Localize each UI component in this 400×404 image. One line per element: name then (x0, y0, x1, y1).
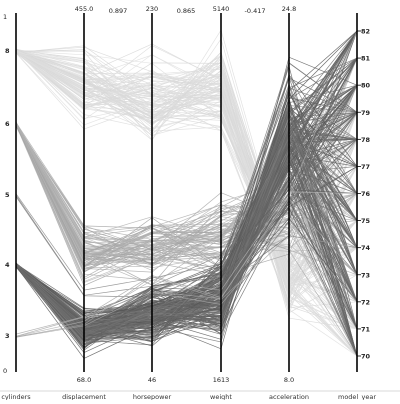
cyl-bottom-label: 0 (3, 367, 7, 375)
data-polyline (15, 112, 358, 248)
data-polyline (15, 50, 358, 287)
data-polyline (15, 49, 358, 330)
data-polyline (15, 125, 358, 276)
model-year-tick-label: 72 (361, 298, 370, 306)
data-polyline (15, 62, 358, 322)
acc-min-label: 8.0 (284, 376, 294, 384)
data-polyline (15, 123, 358, 276)
model-year-tick-label: 78 (361, 136, 371, 144)
data-polyline (15, 49, 358, 357)
model-year-tick-label: 70 (361, 353, 371, 361)
data-polyline (15, 30, 358, 335)
data-polyline (15, 123, 358, 279)
data-polyline (15, 137, 358, 335)
data-polyline (15, 166, 358, 314)
data-polyline (15, 198, 358, 337)
corr-wt-acc-label: -0.417 (245, 7, 266, 15)
model-year-tick-label: 80 (361, 82, 371, 90)
wt-max-label: 5140 (213, 5, 230, 13)
data-polyline (15, 97, 358, 359)
data-polyline (15, 50, 358, 330)
data-polyline (15, 49, 358, 286)
hp-max-label: 230 (146, 5, 158, 13)
data-polyline (15, 122, 358, 302)
data-polyline (15, 235, 358, 338)
cylinder-ticks: 8 6 5 4 3 (5, 47, 10, 340)
data-polyline (15, 124, 358, 273)
data-polyline (15, 51, 358, 296)
data-polyline (15, 52, 358, 286)
data-polyline (15, 125, 358, 264)
disp-min-label: 68.0 (77, 376, 91, 384)
disp-max-label: 455.0 (75, 5, 94, 13)
data-polyline (15, 51, 358, 357)
corr-disp-hp-label: 0.897 (109, 7, 128, 15)
data-polyline (15, 49, 358, 287)
model-year-tick-label: 76 (361, 190, 371, 198)
acc-max-label: 24.8 (282, 5, 296, 13)
axes-layer (15, 13, 358, 372)
data-polyline (15, 84, 358, 325)
data-polyline (15, 143, 358, 357)
model-year-tick-label: 75 (361, 217, 371, 225)
polylines-layer (15, 29, 358, 359)
data-polyline (15, 51, 358, 357)
model-year-tick-label: 77 (361, 163, 370, 171)
model-year-tick-label: 73 (361, 271, 370, 279)
model-year-tick-label: 81 (361, 55, 371, 63)
cylinder-tick-label: 8 (5, 47, 10, 55)
data-polyline (15, 135, 358, 332)
data-polyline (15, 51, 358, 330)
cylinder-tick-label: 5 (5, 191, 10, 199)
data-polyline (15, 51, 358, 298)
axis-name-model-year: model_year (338, 393, 376, 400)
data-polyline (15, 52, 358, 330)
data-polyline (15, 123, 358, 330)
cylinder-tick-label: 6 (5, 120, 10, 128)
data-polyline (15, 50, 358, 250)
data-polyline (15, 57, 358, 347)
axis-name-cylinders: cylinders (1, 393, 31, 400)
cylinder-tick-label: 3 (5, 332, 10, 340)
model-year-tick-label: 71 (361, 325, 371, 333)
data-polyline (15, 192, 358, 336)
data-polyline (15, 93, 358, 325)
data-polyline (15, 222, 358, 338)
model-year-ticks: 82 81 80 79 78 77 76 75 74 73 72 71 70 (357, 28, 371, 361)
data-polyline (15, 51, 358, 270)
wt-min-label: 1613 (213, 376, 230, 384)
data-polyline (15, 109, 358, 330)
data-polyline (15, 168, 358, 342)
data-polyline (15, 197, 358, 349)
model-year-tick-label: 82 (361, 28, 370, 36)
data-polyline (15, 49, 358, 303)
data-polyline (15, 49, 358, 262)
data-polyline (15, 191, 358, 337)
hp-min-label: 46 (148, 376, 156, 384)
axis-name-displacement: displacement (62, 393, 106, 400)
corr-hp-wt-label: 0.865 (177, 7, 196, 15)
data-polyline (15, 51, 358, 280)
axis-name-weight: weight (210, 393, 232, 400)
cylinder-tick-label: 4 (5, 261, 10, 269)
data-polyline (15, 50, 358, 303)
data-polyline (15, 51, 358, 330)
axis-name-horsepower: horsepower (133, 393, 172, 400)
data-polyline (15, 49, 358, 270)
axis-name-acceleration: acceleration (269, 393, 309, 400)
model-year-tick-label: 74 (361, 244, 371, 252)
cyl-top-label: 1 (3, 13, 7, 21)
data-polyline (15, 96, 358, 357)
data-polyline (15, 50, 358, 308)
model-year-tick-label: 79 (361, 109, 371, 117)
data-polyline (15, 51, 358, 310)
